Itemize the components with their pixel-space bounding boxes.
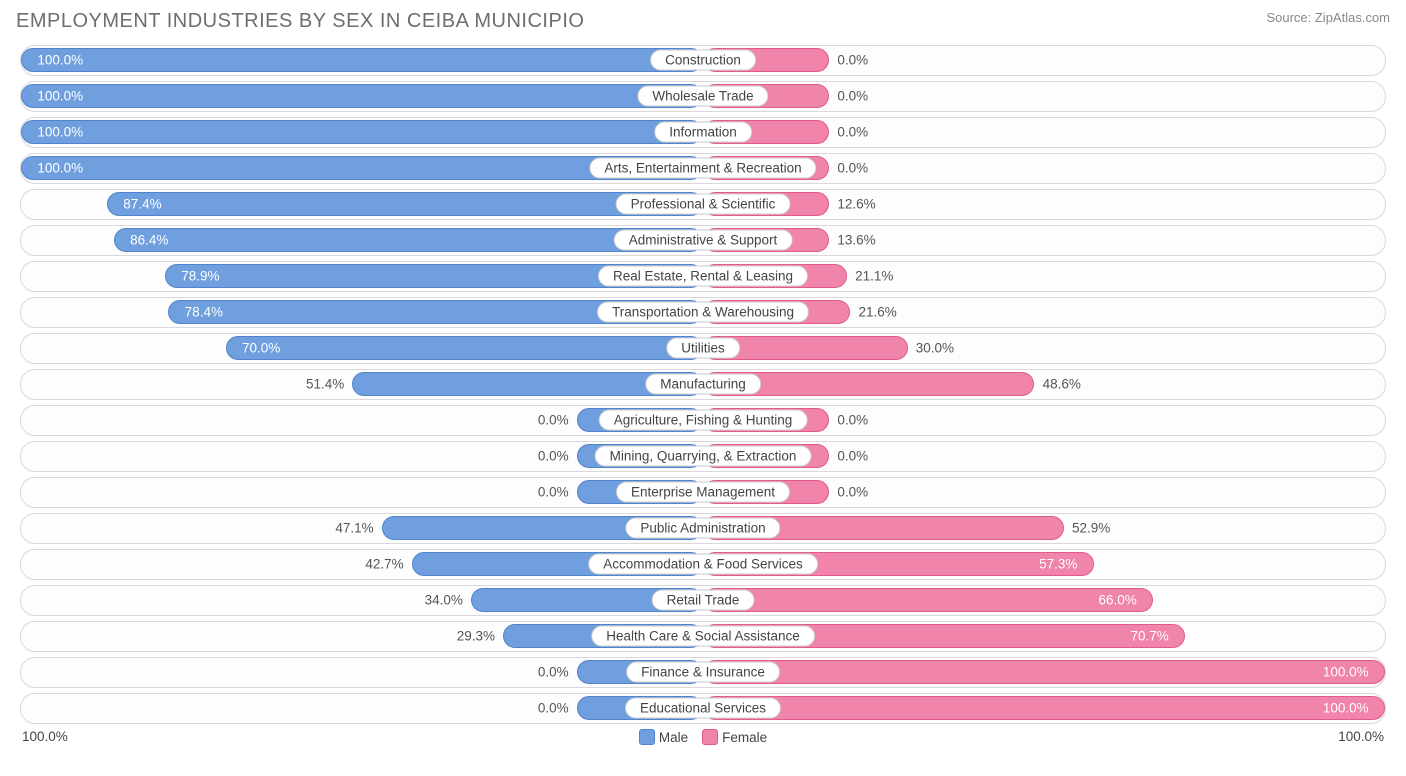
category-label: Information [654,122,752,143]
female-value-label: 70.7% [1131,629,1169,644]
category-label: Finance & Insurance [626,662,780,683]
chart-row: 78.4% 21.6% Transportation & Warehousing [20,297,1386,328]
chart-row: 51.4% 48.6% Manufacturing [20,369,1386,400]
female-value-label: 30.0% [916,341,954,356]
female-value-label: 52.9% [1072,521,1110,536]
category-label: Retail Trade [652,590,755,611]
category-label: Public Administration [625,518,780,539]
chart-footer: 100.0% Male Female 100.0% [16,729,1390,745]
category-label: Professional & Scientific [616,194,791,215]
male-value-label: 0.0% [538,485,569,500]
female-value-label: 100.0% [1323,701,1369,716]
male-bar [21,84,703,108]
chart-row: 100.0% 0.0% Construction [20,45,1386,76]
chart-row: 42.7% 57.3% Accommodation & Food Services [20,549,1386,580]
category-label: Manufacturing [645,374,761,395]
legend-female-label: Female [722,730,767,745]
female-bar [703,696,1385,720]
male-bar [226,336,703,360]
male-value-label: 51.4% [306,377,344,392]
female-value-label: 0.0% [837,449,868,464]
male-value-label: 29.3% [457,629,495,644]
male-value-label: 87.4% [123,197,161,212]
category-label: Health Care & Social Assistance [591,626,815,647]
chart-row: 70.0% 30.0% Utilities [20,333,1386,364]
legend-male: Male [639,729,688,745]
legend-male-label: Male [659,730,688,745]
male-bar [21,48,703,72]
female-value-label: 21.1% [855,269,893,284]
male-value-label: 47.1% [335,521,373,536]
male-value-label: 100.0% [37,53,83,68]
category-label: Administrative & Support [614,230,793,251]
category-label: Enterprise Management [616,482,790,503]
category-label: Transportation & Warehousing [597,302,809,323]
chart-header: EMPLOYMENT INDUSTRIES BY SEX IN CEIBA MU… [16,10,1390,33]
chart-legend: Male Female [68,729,1338,745]
chart-row: 29.3% 70.7% Health Care & Social Assistanc… [20,621,1386,652]
male-value-label: 0.0% [538,665,569,680]
category-label: Mining, Quarrying, & Extraction [595,446,812,467]
male-bar [107,192,703,216]
male-value-label: 100.0% [37,161,83,176]
chart-row: 78.9% 21.1% Real Estate, Rental & Leasing [20,261,1386,292]
female-value-label: 0.0% [837,53,868,68]
female-value-label: 48.6% [1043,377,1081,392]
male-value-label: 78.4% [185,305,223,320]
female-value-label: 21.6% [858,305,896,320]
male-value-label: 0.0% [538,449,569,464]
legend-female: Female [702,729,767,745]
chart-row: 86.4% 13.6% Administrative & Support [20,225,1386,256]
female-value-label: 0.0% [837,125,868,140]
female-value-label: 57.3% [1039,557,1077,572]
category-label: Construction [650,50,756,71]
female-value-label: 0.0% [837,485,868,500]
category-label: Arts, Entertainment & Recreation [589,158,816,179]
male-value-label: 100.0% [37,125,83,140]
chart-row: 0.0% 0.0% Enterprise Management [20,477,1386,508]
female-value-label: 0.0% [837,161,868,176]
female-bar [703,660,1385,684]
chart-row: 0.0% 100.0% Finance & Insurance [20,657,1386,688]
female-value-label: 66.0% [1098,593,1136,608]
chart-row: 0.0% 0.0% Mining, Quarrying, & Extraction [20,441,1386,472]
category-label: Educational Services [625,698,781,719]
male-value-label: 42.7% [365,557,403,572]
category-label: Accommodation & Food Services [588,554,818,575]
chart-row: 34.0% 66.0% Retail Trade [20,585,1386,616]
female-value-label: 13.6% [837,233,875,248]
diverging-bar-chart: 100.0% 0.0% Construction 100.0% 0.0% Wholesal… [20,45,1386,724]
chart-title: EMPLOYMENT INDUSTRIES BY SEX IN CEIBA MU… [16,10,584,33]
chart-row: 0.0% 0.0% Agriculture, Fishing & Hunting [20,405,1386,436]
category-label: Real Estate, Rental & Leasing [598,266,808,287]
chart-row: 87.4% 12.6% Professional & Scientific [20,189,1386,220]
female-swatch-icon [702,729,718,745]
male-value-label: 0.0% [538,701,569,716]
male-value-label: 100.0% [37,89,83,104]
female-bar [703,588,1153,612]
female-value-label: 0.0% [837,89,868,104]
chart-row: 100.0% 0.0% Information [20,117,1386,148]
male-value-label: 78.9% [181,269,219,284]
axis-label-left: 100.0% [22,729,68,745]
chart-row: 100.0% 0.0% Wholesale Trade [20,81,1386,112]
male-bar [21,120,703,144]
category-label: Agriculture, Fishing & Hunting [599,410,808,431]
chart-row: 47.1% 52.9% Public Administration [20,513,1386,544]
female-value-label: 100.0% [1323,665,1369,680]
female-value-label: 0.0% [837,413,868,428]
male-value-label: 34.0% [425,593,463,608]
male-value-label: 70.0% [242,341,280,356]
category-label: Wholesale Trade [637,86,768,107]
chart-row: 100.0% 0.0% Arts, Entertainment & Recreati… [20,153,1386,184]
female-value-label: 12.6% [837,197,875,212]
male-swatch-icon [639,729,655,745]
male-value-label: 86.4% [130,233,168,248]
chart-source: Source: ZipAtlas.com [1266,10,1390,25]
axis-label-right: 100.0% [1338,729,1384,745]
chart-row: 0.0% 100.0% Educational Services [20,693,1386,724]
male-value-label: 0.0% [538,413,569,428]
category-label: Utilities [666,338,740,359]
